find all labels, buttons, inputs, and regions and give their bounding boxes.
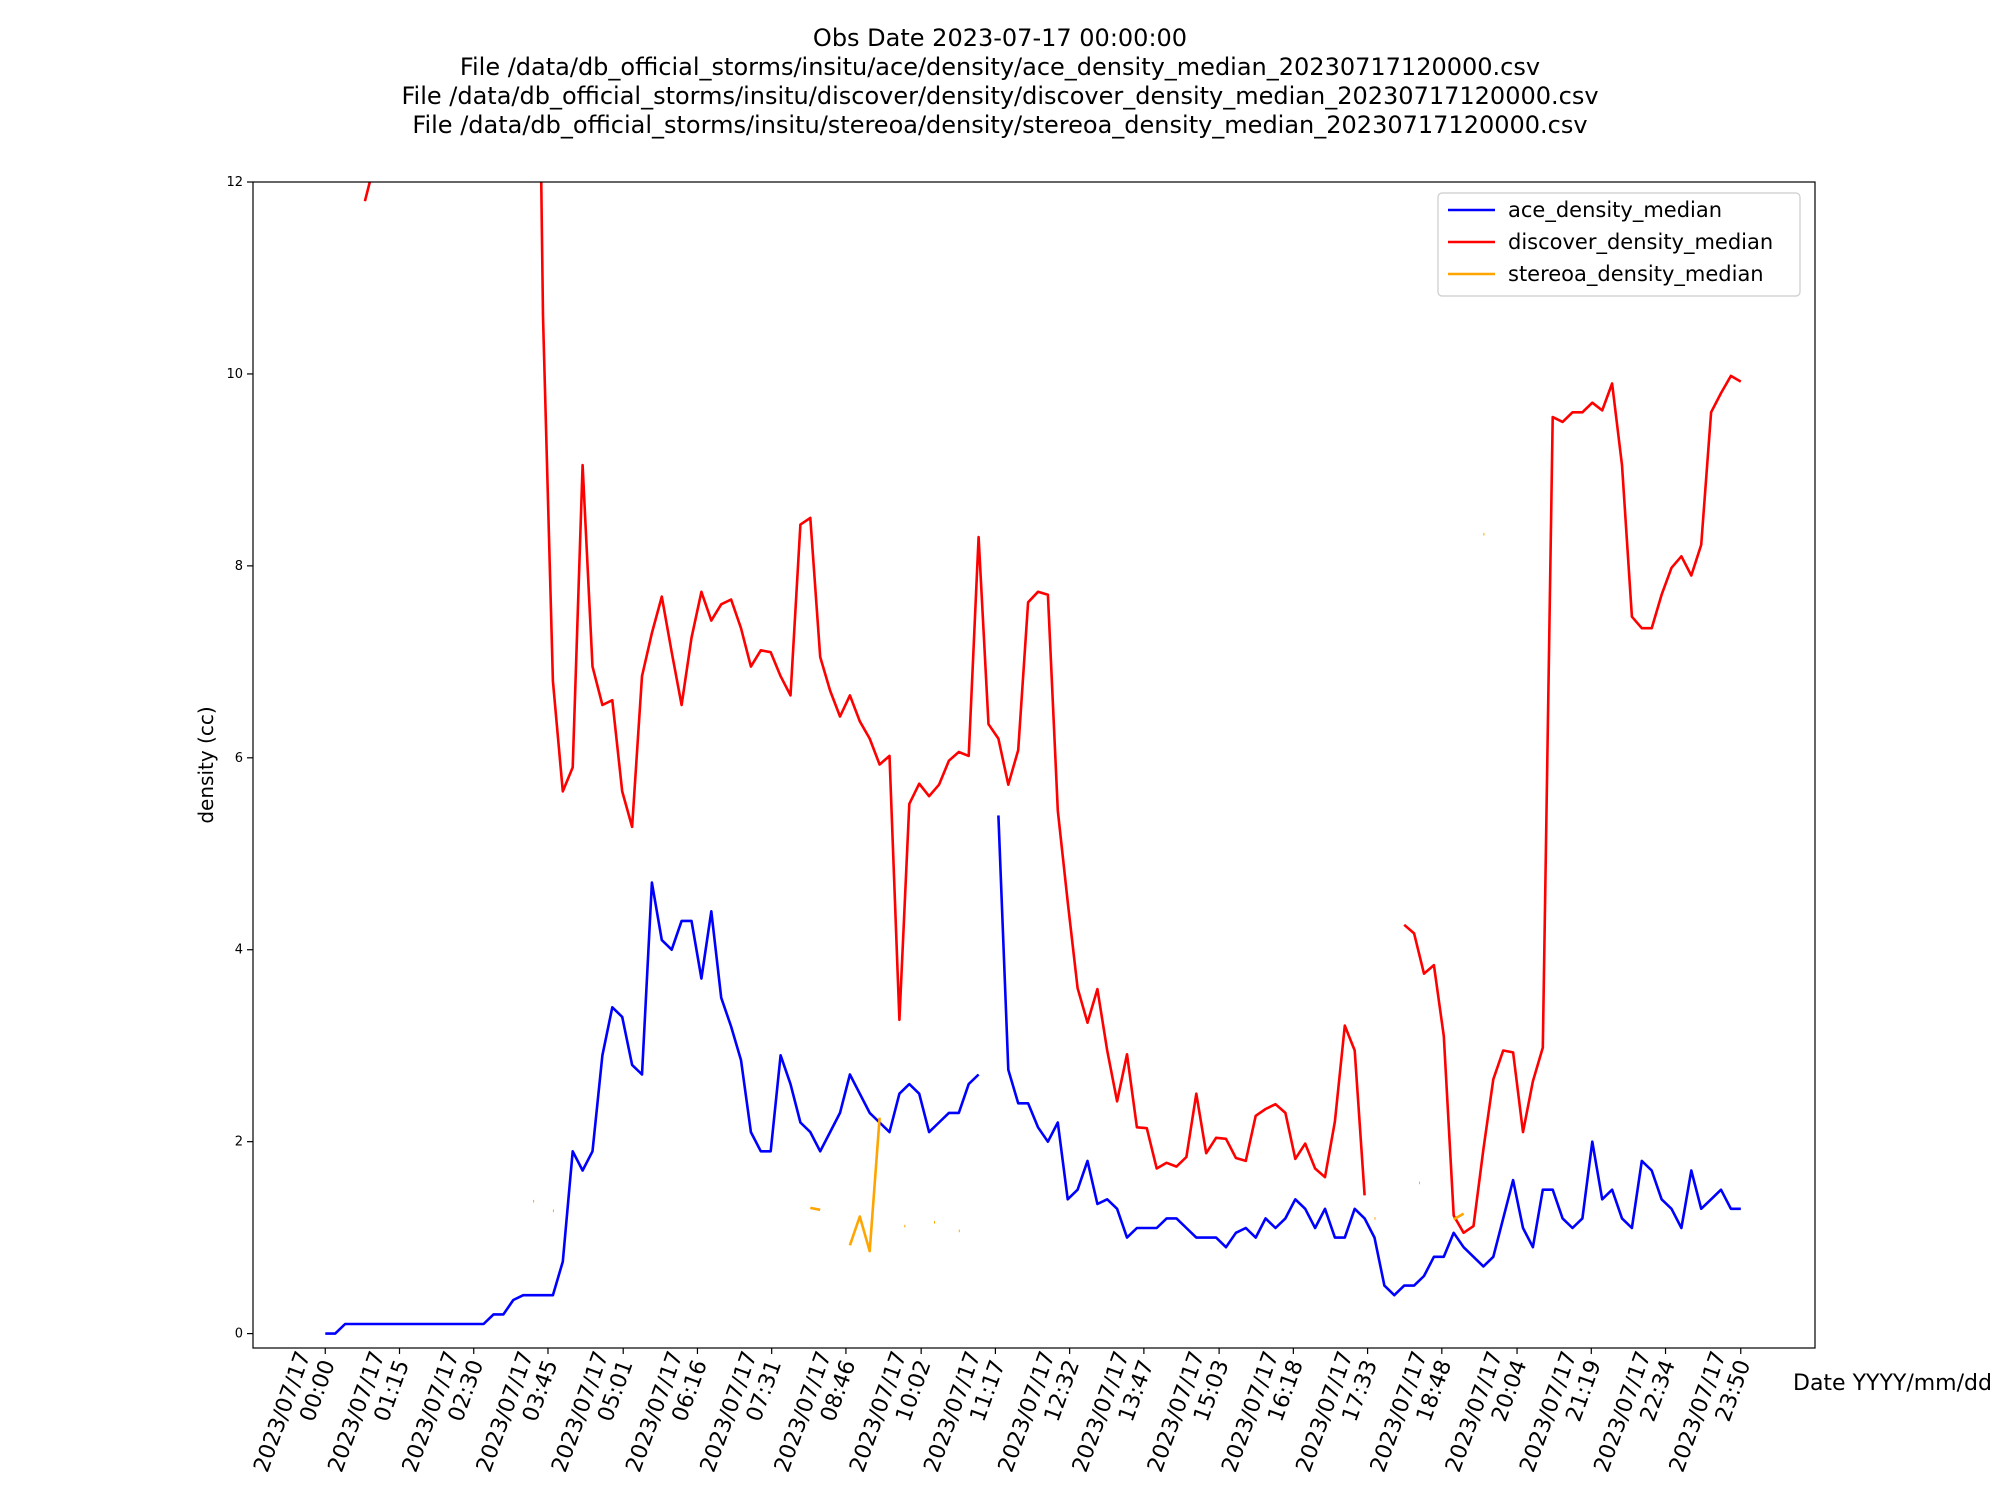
y-axis-label: density (cc): [194, 706, 218, 823]
discover-density-median-line-segment-0: [363, 182, 372, 202]
y-tick-label-8: 8: [235, 559, 243, 574]
legend-label-ace-density-median: ace_density_median: [1508, 198, 1722, 223]
ace-density-median-line-segment-0: [325, 881, 980, 1335]
y-tick-label-10: 10: [226, 367, 243, 382]
y-tick-label-6: 6: [235, 751, 243, 766]
stereoa-density-median-line-segment-3: [848, 1117, 881, 1253]
chart-title-line-3: File /data/db_official_storms/insitu/dis…: [401, 82, 1599, 110]
discover-density-median-line-segment-2: [1403, 374, 1742, 1235]
legend-label-stereoa-density-median: stereoa_density_median: [1508, 262, 1764, 287]
chart-title-line-2: File /data/db_official_storms/insitu/ace…: [459, 53, 1541, 81]
y-tick-label-0: 0: [235, 1327, 243, 1342]
series-layer: [325, 182, 1742, 1335]
y-tick-label-12: 12: [226, 175, 243, 190]
discover-density-median-line-segment-1: [539, 182, 1366, 1196]
legend-box: [1437, 192, 1801, 297]
x-axis-label: Date YYYY/mm/dd: [1793, 1371, 1992, 1396]
plot-area-frame: [252, 181, 1816, 1349]
y-tick-label-4: 4: [235, 943, 243, 958]
legend: ace_density_median discover_density_media…: [1437, 192, 1801, 297]
legend-label-discover-density-median: discover_density_median: [1508, 230, 1773, 255]
y-tick-label-2: 2: [235, 1135, 243, 1150]
ace-density-median-line-segment-1: [997, 815, 1741, 1297]
stereoa-density-median-line-segment-2: [810, 1206, 821, 1212]
x-axis: 2023/07/1700:002023/07/1701:152023/07/17…: [249, 1348, 1756, 1476]
stereoa-density-median-line-segment-9: [1453, 1212, 1465, 1221]
y-axis: 0 2 4 6 8 10 12: [226, 175, 253, 1342]
chart-title-line-1: Obs Date 2023-07-17 00:00:00: [812, 24, 1188, 52]
chart-title-line-4: File /data/db_official_storms/insitu/ste…: [412, 111, 1588, 139]
